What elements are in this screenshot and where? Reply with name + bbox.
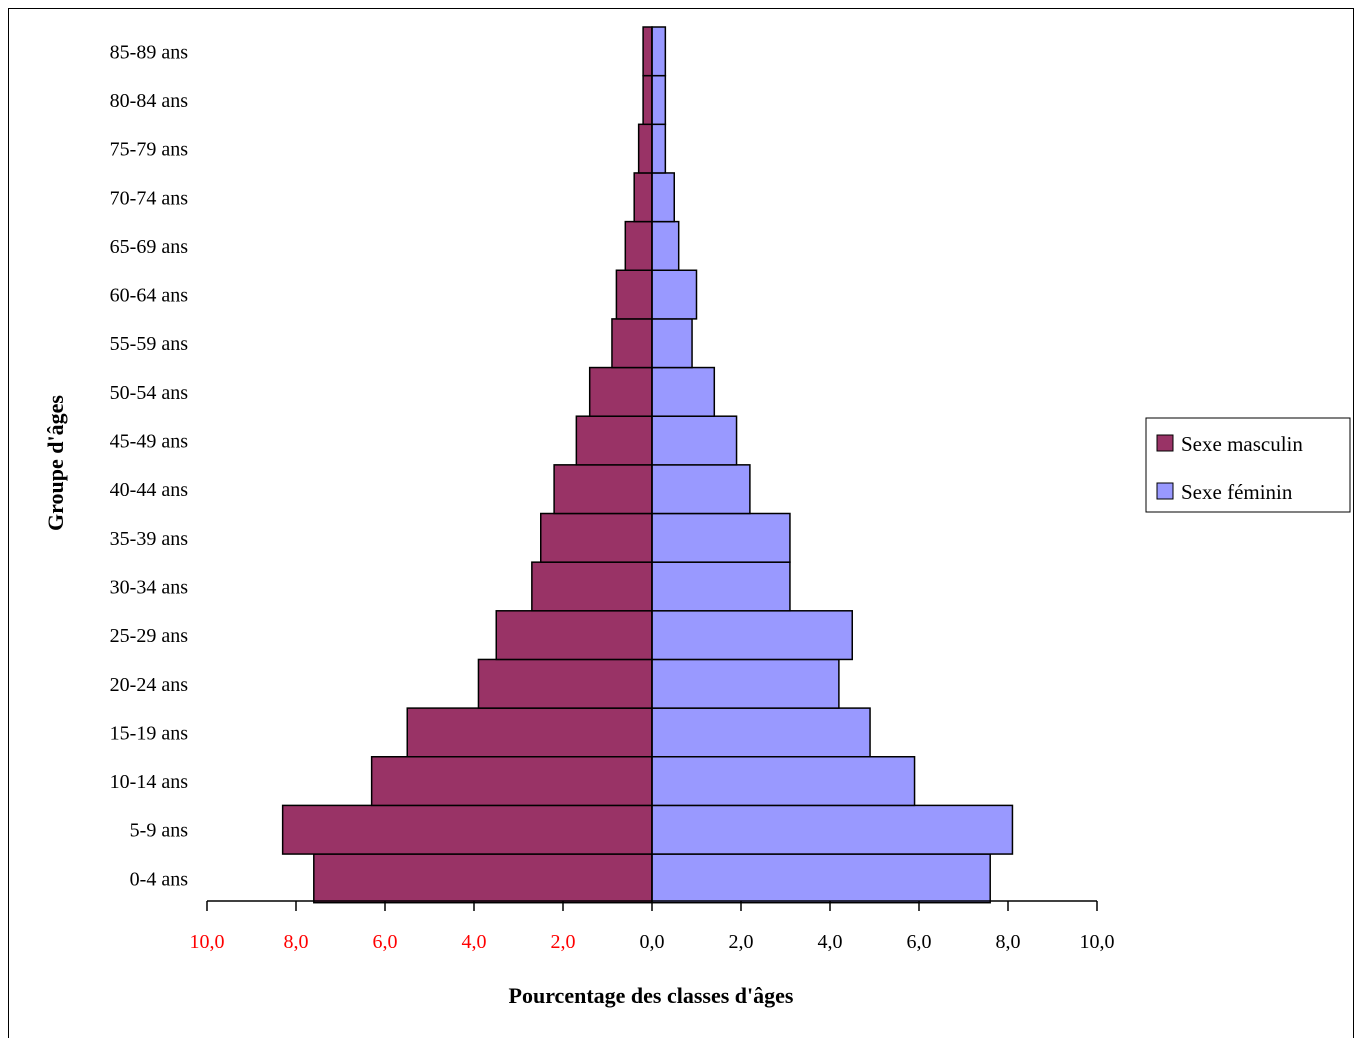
x-tick-label: 6,0 bbox=[907, 931, 932, 953]
bar-male-75-79-ans bbox=[637, 123, 653, 174]
x-tick-label: 0,0 bbox=[640, 931, 665, 953]
category-label: 15-19 ans bbox=[110, 722, 189, 744]
bar-female-80-84-ans bbox=[651, 74, 667, 126]
bar-male-5-9-ans bbox=[281, 804, 653, 855]
bar-female-0-4-ans bbox=[651, 853, 991, 904]
bar-female-45-49-ans bbox=[651, 415, 738, 466]
bar-female-35-39-ans bbox=[651, 512, 791, 563]
bar-female-65-69-ans bbox=[651, 220, 680, 272]
bar-male-40-44-ans bbox=[553, 464, 653, 515]
category-labels: 0-4 ans 5-9 ans 10-14 ans 15-19 ans 20-24 an… bbox=[110, 41, 189, 890]
bar-female-5-9-ans bbox=[651, 804, 1014, 855]
category-label: 75-79 ans bbox=[110, 139, 189, 161]
bar-female-10-14-ans bbox=[651, 756, 916, 807]
bars-group bbox=[281, 26, 1014, 904]
bar-male-55-59-ans bbox=[611, 318, 653, 369]
bar-female-55-59-ans bbox=[651, 318, 693, 369]
category-label: 25-29 ans bbox=[110, 625, 189, 647]
bar-male-85-89-ans bbox=[642, 26, 653, 77]
legend-swatch-male bbox=[1156, 434, 1174, 452]
category-label: 45-49 ans bbox=[110, 431, 189, 453]
category-label: 5-9 ans bbox=[130, 820, 189, 842]
chart-frame bbox=[8, 8, 1354, 1038]
x-tick-label: 2,0 bbox=[729, 931, 754, 953]
bar-male-20-24-ans bbox=[477, 658, 653, 709]
category-label: 0-4 ans bbox=[130, 868, 189, 890]
x-tick-label: 4,0 bbox=[818, 931, 843, 953]
bar-female-40-44-ans bbox=[651, 464, 751, 515]
category-label: 35-39 ans bbox=[110, 528, 189, 550]
x-tick-label: 2,0 bbox=[551, 931, 576, 953]
category-label: 65-69 ans bbox=[110, 236, 189, 258]
legend: Sexe masculin Sexe féminin bbox=[1145, 417, 1351, 513]
category-label: 40-44 ans bbox=[110, 479, 189, 501]
legend-swatch-female bbox=[1156, 482, 1174, 500]
bar-male-0-4-ans bbox=[313, 853, 653, 904]
legend-box bbox=[1145, 417, 1351, 513]
bar-male-10-14-ans bbox=[370, 756, 653, 807]
bar-female-50-54-ans bbox=[651, 366, 716, 417]
legend-label-male: Sexe masculin bbox=[1181, 432, 1303, 456]
bar-female-25-29-ans bbox=[651, 610, 853, 661]
category-label: 80-84 ans bbox=[110, 90, 189, 112]
legend-label-female: Sexe féminin bbox=[1181, 480, 1293, 504]
bar-female-75-79-ans bbox=[651, 123, 667, 174]
bar-male-30-34-ans bbox=[531, 561, 653, 612]
bar-male-45-49-ans bbox=[575, 415, 653, 466]
x-tick-label: 6,0 bbox=[373, 931, 398, 953]
bar-male-80-84-ans bbox=[642, 74, 653, 126]
category-label: 30-34 ans bbox=[110, 576, 189, 598]
category-label: 10-14 ans bbox=[110, 771, 189, 793]
bar-female-15-19-ans bbox=[651, 707, 871, 758]
x-tick-label: 8,0 bbox=[996, 931, 1021, 953]
bar-female-70-74-ans bbox=[651, 172, 675, 223]
x-axis: 10,0 8,0 6,0 4,0 2,0 0,0 2,0 4,0 6,0 8,0 10,0 bbox=[190, 27, 1115, 953]
bar-male-65-69-ans bbox=[624, 220, 653, 272]
bar-male-15-19-ans bbox=[406, 707, 653, 758]
category-label: 55-59 ans bbox=[110, 333, 189, 355]
category-label: 20-24 ans bbox=[110, 674, 189, 696]
y-axis-title: Groupe d'âges bbox=[43, 395, 68, 531]
bar-female-30-34-ans bbox=[651, 561, 791, 612]
x-tick-label: 10,0 bbox=[1080, 931, 1115, 953]
x-tick-label: 8,0 bbox=[284, 931, 309, 953]
bar-female-20-24-ans bbox=[651, 658, 840, 709]
category-label: 85-89 ans bbox=[110, 41, 189, 63]
bar-female-60-64-ans bbox=[651, 269, 698, 320]
x-tick-label: 10,0 bbox=[190, 931, 225, 953]
category-label: 50-54 ans bbox=[110, 382, 189, 404]
bar-male-25-29-ans bbox=[495, 610, 653, 661]
bar-male-60-64-ans bbox=[615, 269, 653, 320]
bar-male-50-54-ans bbox=[588, 366, 653, 417]
bar-female-85-89-ans bbox=[651, 26, 667, 77]
bar-male-35-39-ans bbox=[540, 512, 653, 563]
bar-male-70-74-ans bbox=[633, 172, 653, 223]
category-label: 70-74 ans bbox=[110, 187, 189, 209]
x-tick-label: 4,0 bbox=[462, 931, 487, 953]
x-axis-title: Pourcentage des classes d'âges bbox=[509, 983, 794, 1008]
category-label: 60-64 ans bbox=[110, 285, 189, 307]
